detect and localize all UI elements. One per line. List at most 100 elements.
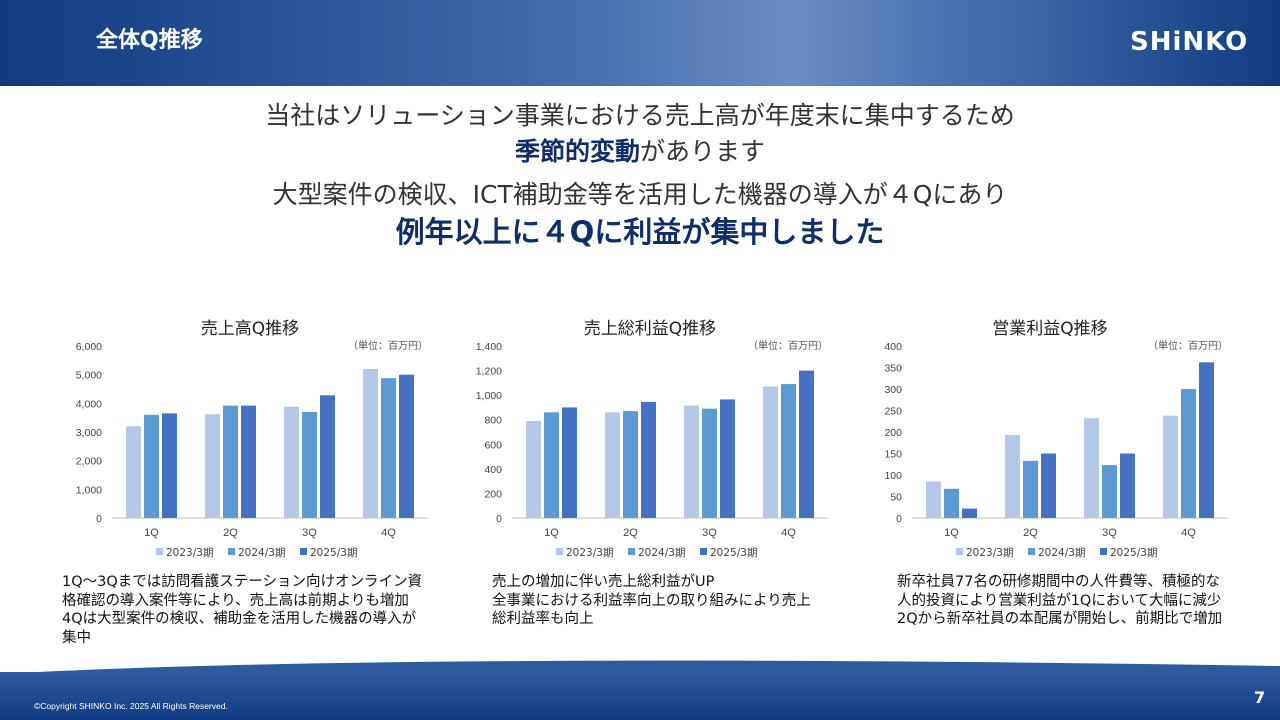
bar — [1102, 465, 1117, 518]
legend-label: 2023/3期 — [966, 547, 1013, 559]
y-tick-label: 350 — [884, 363, 902, 375]
bar — [144, 414, 159, 518]
y-tick-label: 0 — [496, 513, 502, 525]
company-logo: SHiNKO — [1130, 27, 1249, 57]
bar — [799, 370, 814, 518]
bar — [302, 411, 317, 518]
y-tick-label: 5,000 — [76, 370, 102, 382]
bar — [763, 386, 778, 518]
bar — [526, 420, 541, 518]
y-tick-label: 400 — [884, 341, 902, 353]
note-line: 集中 — [62, 629, 91, 646]
chart-svg: 売上高Q推移 （単位：百万円） 0 1,000 2,000 3,000 4,000 5,000… — [76, 319, 428, 559]
note-line: 新卒社員77名の研修期間中の人件費等、積極的な — [897, 574, 1220, 590]
legend-swatch — [1100, 548, 1107, 555]
note-line: 2Qから新卒社員の本配属が開始し、前期比で増加 — [897, 611, 1223, 627]
bar — [702, 408, 717, 518]
y-tick-label: 250 — [884, 406, 902, 418]
legend-swatch — [300, 548, 307, 555]
bar — [926, 481, 941, 518]
note-line: 人的投資により営業利益が1Qにおいて大幅に減少 — [897, 592, 1222, 609]
legend-label: 2025/3期 — [710, 547, 757, 559]
y-tick-label: 800 — [484, 415, 502, 427]
x-tick-label: 4Q — [381, 527, 396, 539]
headline-line-1: 当社はソリューション事業における売上高が年度末に集中するため — [265, 101, 1015, 130]
y-tick-label: 3,000 — [76, 427, 102, 439]
sales-note: 1Q～3Qまでは訪問看護ステーション向けオンライン資 格確認の導入案件等により、… — [62, 573, 422, 647]
legend-swatch — [156, 548, 163, 555]
bar — [381, 378, 396, 518]
x-tick-label: 2Q — [223, 527, 238, 539]
legend-swatch — [700, 548, 707, 555]
headline-line-2: 季節的変動があります — [0, 132, 1280, 168]
x-tick-label: 2Q — [623, 527, 638, 539]
bar — [320, 395, 335, 518]
legend-label: 2024/3期 — [238, 547, 285, 559]
chart-title: 営業利益Q推移 — [992, 319, 1107, 339]
bar — [1199, 362, 1214, 518]
bar — [1005, 435, 1020, 518]
x-tick-label: 1Q — [144, 527, 159, 539]
x-tick-label: 1Q — [944, 527, 959, 539]
y-tick-label: 1,000 — [476, 390, 502, 402]
legend-label: 2024/3期 — [1038, 547, 1085, 559]
bar — [562, 407, 577, 518]
y-tick-label: 1,200 — [476, 366, 502, 378]
bar — [241, 405, 256, 518]
x-tick-label: 1Q — [544, 527, 559, 539]
gross-profit-chart: 売上総利益Q推移 （単位：百万円） 0 200 400 600 800 1,000 1,200 1… — [440, 312, 840, 572]
y-tick-label: 400 — [484, 464, 502, 476]
note-line: 4Qは大型案件の検収、補助金を活用した機器の導入が — [62, 611, 417, 627]
header-bar — [0, 0, 1280, 86]
y-tick-label: 0 — [896, 513, 902, 525]
note-line: 総利益率も向上 — [492, 611, 594, 627]
chart-svg: 営業利益Q推移 （単位：百万円） 0 50 100 150 200 250 300 350 400 1… — [884, 319, 1228, 559]
y-tick-label: 200 — [884, 427, 902, 439]
bar — [205, 414, 220, 518]
x-tick-label: 3Q — [302, 527, 317, 539]
bar — [363, 368, 378, 518]
x-tick-label: 4Q — [781, 527, 796, 539]
unit-label: （単位：百万円） — [1148, 339, 1228, 352]
bar — [684, 405, 699, 518]
bar — [1120, 453, 1135, 518]
unit-label: （単位：百万円） — [748, 339, 828, 352]
chart-svg: 売上総利益Q推移 （単位：百万円） 0 200 400 600 800 1,000 1,200 1… — [476, 319, 828, 559]
gross-profit-note: 売上の増加に伴い売上総利益がUP 全事業における利益率向上の取り組みにより売上 … — [492, 573, 811, 629]
footer-bar — [0, 672, 1280, 720]
bar — [641, 401, 656, 518]
headline-line-3: 大型案件の検収、ICT補助金等を活用した機器の導入が４Qにあり — [272, 180, 1008, 209]
y-tick-label: 1,000 — [76, 484, 102, 496]
bar — [1041, 453, 1056, 518]
headline-emphasis: 季節的変動 — [514, 137, 640, 166]
x-tick-label: 3Q — [702, 527, 717, 539]
y-tick-label: 200 — [484, 488, 502, 500]
legend-label: 2023/3期 — [566, 547, 613, 559]
y-tick-label: 2,000 — [76, 456, 102, 468]
slide-title: 全体Q推移 — [96, 28, 203, 53]
operating-profit-note: 新卒社員77名の研修期間中の人件費等、積極的な 人的投資により営業利益が1Qにお… — [897, 573, 1222, 629]
y-tick-label: 50 — [890, 492, 902, 504]
y-tick-label: 300 — [884, 384, 902, 396]
x-tick-label: 3Q — [1102, 527, 1117, 539]
x-tick-label: 2Q — [1023, 527, 1038, 539]
bar — [126, 426, 141, 518]
bar — [944, 488, 959, 518]
headline-line-2-rest: があります — [640, 137, 766, 166]
legend-label: 2023/3期 — [166, 547, 213, 559]
operating-profit-chart: 営業利益Q推移 （単位：百万円） 0 50 100 150 200 250 300 350 400 1… — [840, 312, 1240, 572]
bar — [1163, 415, 1178, 518]
y-tick-label: 4,000 — [76, 398, 102, 410]
legend-swatch — [956, 548, 963, 555]
y-tick-label: 600 — [484, 439, 502, 451]
legend-label: 2025/3期 — [310, 547, 357, 559]
bar — [1181, 389, 1196, 518]
bar — [623, 411, 638, 518]
bar — [223, 405, 238, 518]
headline-line-4: 例年以上に４Qに利益が集中しました — [395, 215, 885, 249]
note-line: 1Q～3Qまでは訪問看護ステーション向けオンライン資 — [62, 574, 422, 590]
note-line: 全事業における利益率向上の取り組みにより売上 — [492, 592, 811, 609]
x-tick-label: 4Q — [1181, 527, 1196, 539]
unit-label: （単位：百万円） — [348, 339, 428, 352]
y-tick-label: 1,400 — [476, 341, 502, 353]
